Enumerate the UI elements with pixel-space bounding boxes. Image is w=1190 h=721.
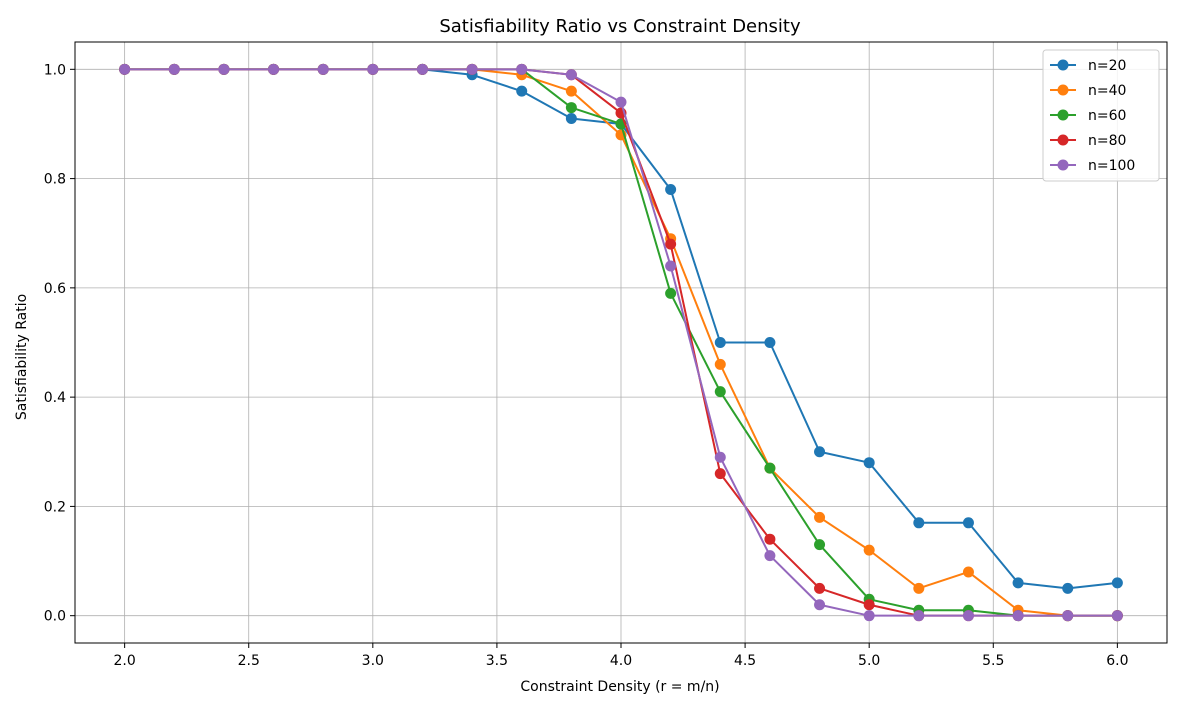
data-point	[268, 63, 280, 75]
legend-label: n=20	[1088, 58, 1126, 74]
chart-title: Satisfiability Ratio vs Constraint Densi…	[439, 16, 801, 37]
data-point	[615, 96, 627, 108]
data-point	[913, 610, 925, 622]
y-tick-label: 0.0	[44, 609, 66, 625]
x-tick-label: 6.0	[1106, 653, 1128, 669]
data-point	[714, 337, 726, 348]
data-point	[913, 582, 925, 594]
x-tick-label: 4.0	[610, 653, 632, 669]
legend-swatch-marker	[1057, 59, 1069, 71]
data-point	[863, 599, 875, 611]
legend-item: n=100	[1050, 158, 1135, 174]
legend: n=20 n=40 n=60 n=80 n=100	[1042, 49, 1160, 182]
data-point	[565, 102, 577, 114]
legend-label: n=60	[1088, 108, 1126, 124]
data-point	[714, 386, 726, 398]
y-tick-label: 0.2	[44, 499, 66, 515]
x-tick-label: 5.0	[858, 653, 880, 669]
data-point	[764, 462, 776, 474]
data-point	[1111, 577, 1123, 589]
x-tick-label: 2.0	[114, 653, 136, 669]
y-axis-label: Satisfiability Ratio	[14, 294, 30, 420]
x-tick-label: 5.5	[982, 653, 1004, 669]
data-point	[764, 533, 776, 545]
x-tick-label: 2.5	[238, 653, 260, 669]
data-point	[814, 599, 826, 611]
data-point	[1062, 610, 1074, 622]
data-point	[367, 63, 379, 75]
data-point	[665, 184, 677, 196]
legend-swatch-marker	[1057, 159, 1069, 171]
axis-ticks: 2.0 2.5 3.0 3.5 4.0 4.5 5.0 5.5 6.0 0.0 0.2 0.4 0.6 0…	[44, 62, 1129, 669]
data-point	[814, 446, 826, 458]
data-point	[416, 63, 428, 75]
data-point	[1062, 582, 1074, 594]
x-tick-label: 3.5	[486, 653, 508, 669]
legend-label: n=40	[1088, 83, 1126, 99]
data-point	[714, 468, 726, 480]
data-point	[218, 63, 230, 75]
legend-swatch-marker	[1057, 134, 1069, 146]
data-point	[962, 517, 974, 529]
data-point	[863, 457, 875, 469]
data-point	[1111, 610, 1123, 622]
x-axis-label: Constraint Density (r = m/n)	[520, 679, 719, 695]
data-point	[863, 610, 875, 622]
legend-item: n=40	[1050, 83, 1126, 99]
data-point	[1012, 610, 1024, 622]
data-point	[565, 112, 577, 124]
data-point	[665, 260, 677, 272]
x-tick-label: 3.0	[362, 653, 384, 669]
data-point	[665, 238, 677, 250]
legend-label: n=100	[1088, 158, 1135, 174]
data-point	[317, 63, 329, 75]
series-n=100	[119, 63, 1123, 622]
y-tick-label: 1.0	[44, 62, 66, 78]
data-point	[814, 511, 826, 523]
data-point	[714, 451, 726, 463]
legend-label: n=80	[1088, 133, 1126, 149]
data-point	[466, 63, 478, 75]
data-point	[863, 544, 875, 556]
series-lines	[119, 63, 1123, 622]
data-point	[913, 517, 925, 529]
data-point	[516, 63, 528, 75]
data-point	[764, 337, 776, 348]
data-point	[962, 566, 974, 578]
data-point	[168, 63, 180, 75]
legend-item: n=20	[1050, 58, 1126, 74]
data-point	[516, 85, 528, 97]
data-point	[565, 69, 577, 81]
y-tick-label: 0.8	[44, 172, 66, 188]
data-point	[1012, 577, 1024, 589]
data-point	[962, 610, 974, 622]
legend-item: n=80	[1050, 133, 1126, 149]
legend-item: n=60	[1050, 108, 1126, 124]
x-tick-label: 4.5	[734, 653, 756, 669]
legend-box	[1042, 49, 1160, 182]
data-point	[714, 358, 726, 370]
data-point	[119, 63, 131, 75]
plot-frame	[74, 41, 1168, 644]
y-tick-label: 0.6	[44, 281, 66, 297]
data-point	[565, 85, 577, 97]
data-point	[764, 550, 776, 562]
legend-swatch-marker	[1057, 84, 1069, 96]
legend-swatch-marker	[1057, 109, 1069, 121]
data-point	[814, 539, 826, 551]
data-point	[814, 582, 826, 594]
data-point	[665, 287, 677, 299]
y-tick-label: 0.4	[44, 390, 66, 406]
